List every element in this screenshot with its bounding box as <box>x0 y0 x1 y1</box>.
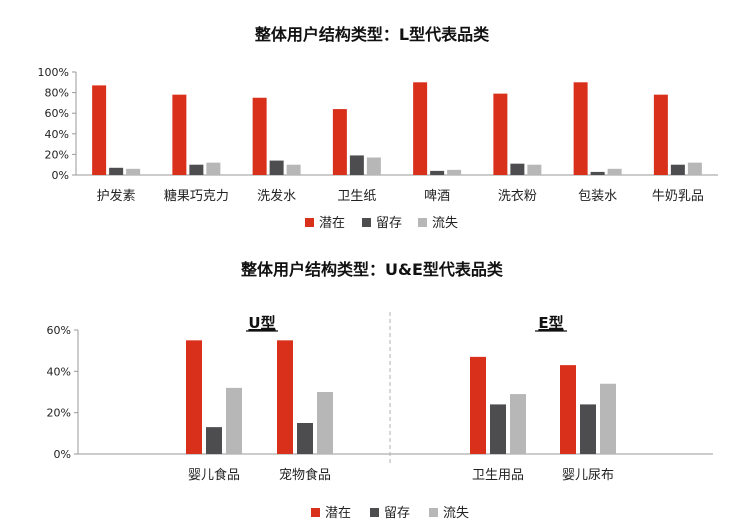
group-label: U型 <box>248 314 275 332</box>
bar-留存 <box>349 155 364 175</box>
bar-潜在 <box>493 93 508 175</box>
x-tick-label: 婴儿尿布 <box>562 468 614 483</box>
bar-潜在 <box>252 97 267 175</box>
y-tick-label: 80% <box>45 87 69 100</box>
bar-流失 <box>226 387 242 454</box>
bar-潜在 <box>560 365 576 454</box>
y-tick-label: 100% <box>38 66 69 79</box>
bar-流失 <box>527 164 542 175</box>
bar-潜在 <box>92 85 107 175</box>
x-tick-label: 洗发水 <box>257 188 296 204</box>
bar-留存 <box>109 167 124 175</box>
bar-流失 <box>126 168 141 175</box>
legend-swatch-流失 <box>429 508 438 517</box>
bar-留存 <box>510 163 525 175</box>
bar-留存 <box>206 427 222 454</box>
legend-label-流失: 流失 <box>432 216 458 231</box>
bar-流失 <box>447 169 462 175</box>
bar-潜在 <box>277 340 293 454</box>
bar-流失 <box>510 394 526 454</box>
bar-留存 <box>297 423 313 454</box>
legend-label-留存: 留存 <box>376 216 402 231</box>
legend-swatch-潜在 <box>311 508 320 517</box>
bar-流失 <box>607 168 622 175</box>
legend-label-潜在: 潜在 <box>319 216 345 231</box>
bar-潜在 <box>470 356 486 454</box>
bar-留存 <box>590 171 605 175</box>
x-tick-label: 包装水 <box>578 189 617 204</box>
x-tick-label: 糖果巧克力 <box>164 188 229 204</box>
x-tick-label: 洗衣粉 <box>498 188 537 204</box>
chart-2-legend: 潜在 留存 流失 <box>311 506 469 521</box>
x-tick-label: 护发素 <box>97 188 136 204</box>
bar-留存 <box>670 164 685 175</box>
legend-swatch-留存 <box>370 508 379 517</box>
x-tick-label: 婴儿食品 <box>188 467 240 483</box>
chart-1: 0% 20% 40% 60% 80% 100% 护发素 糖果巧克力 洗发水 卫生纸 啤酒 洗衣粉 包装水… <box>38 66 718 204</box>
bar-留存 <box>490 404 506 454</box>
y-tick-label: 0% <box>54 448 71 461</box>
y-tick-label: 20% <box>45 148 69 161</box>
bar-潜在 <box>186 340 202 454</box>
y-tick-label: 40% <box>47 365 71 378</box>
bar-流失 <box>366 157 381 175</box>
chart-1-legend: 潜在 留存 流失 <box>305 216 458 231</box>
legend-swatch-流失 <box>418 218 427 227</box>
x-tick-label: 啤酒 <box>424 189 450 204</box>
legend-label-潜在: 潜在 <box>325 506 351 521</box>
y-tick-label: 60% <box>45 107 69 120</box>
bar-留存 <box>269 160 284 175</box>
bar-流失 <box>286 164 301 175</box>
legend-swatch-留存 <box>362 218 371 227</box>
bar-流失 <box>317 392 333 454</box>
x-tick-label: 牛奶乳品 <box>652 189 704 204</box>
legend-swatch-潜在 <box>305 218 314 227</box>
bar-潜在 <box>413 82 428 175</box>
chart-2-title: 整体用户结构类型：U&E型代表品类 <box>240 260 504 279</box>
y-tick-label: 0% <box>52 169 69 182</box>
legend-label-流失: 流失 <box>443 506 469 521</box>
bar-潜在 <box>573 82 588 175</box>
y-tick-label: 60% <box>47 324 71 337</box>
chart-1-title: 整体用户结构类型：L型代表品类 <box>254 25 490 44</box>
bar-留存 <box>189 164 204 175</box>
group-label: E型 <box>538 314 563 332</box>
bar-潜在 <box>172 94 187 175</box>
x-tick-label: 卫生纸 <box>337 189 376 204</box>
bar-潜在 <box>332 109 347 175</box>
y-tick-label: 20% <box>47 407 71 420</box>
bar-流失 <box>600 383 616 454</box>
legend-label-留存: 留存 <box>384 506 410 521</box>
y-tick-label: 40% <box>45 128 69 141</box>
bar-留存 <box>580 404 596 454</box>
x-tick-label: 卫生用品 <box>472 468 524 483</box>
bar-潜在 <box>653 94 668 175</box>
x-tick-label: 宠物食品 <box>279 467 331 483</box>
bar-留存 <box>430 170 445 175</box>
bar-流失 <box>687 162 702 175</box>
bar-流失 <box>206 162 221 175</box>
